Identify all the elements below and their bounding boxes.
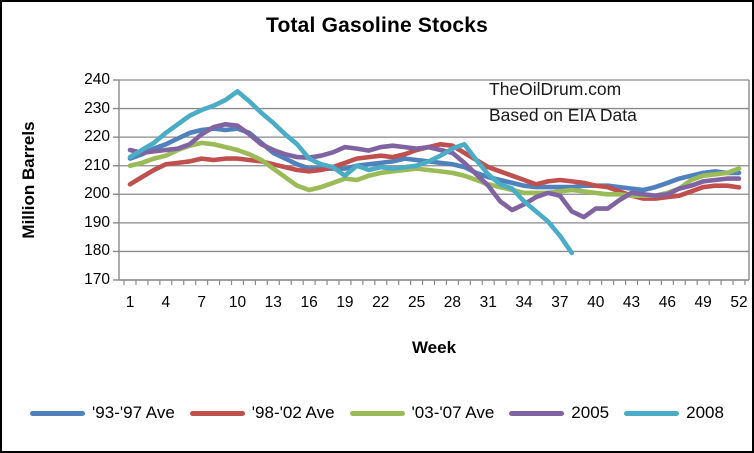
- y-tick-label: 210: [84, 156, 110, 174]
- x-tick-label: 16: [300, 294, 318, 311]
- legend-label: '98-'02 Ave: [251, 403, 335, 422]
- series-line-2008: [127, 89, 575, 256]
- x-tick-label: 46: [658, 294, 676, 311]
- legend-swatch-2008: [624, 410, 680, 416]
- x-axis-title: Week: [411, 338, 457, 357]
- x-tick-label: 19: [336, 294, 354, 311]
- legend-item-98-02-ave: '98-'02 Ave: [189, 403, 335, 423]
- x-tick-label: 49: [694, 294, 712, 311]
- legend-swatch-2005: [509, 410, 565, 416]
- y-tick-label: 240: [84, 71, 110, 88]
- watermark-line-1: TheOilDrum.com: [489, 79, 622, 99]
- x-tick-label: 1: [125, 294, 135, 311]
- x-tick-label: 22: [372, 294, 390, 311]
- x-tick-label: 25: [407, 294, 426, 311]
- legend-item-2005: 2005: [509, 403, 609, 423]
- y-tick-label: 200: [84, 185, 110, 203]
- x-tick-label: 37: [551, 294, 569, 311]
- legend-label: 2005: [571, 403, 610, 422]
- legend-item-03-07-ave: '03-'07 Ave: [349, 403, 495, 423]
- x-tick-label: 31: [479, 294, 497, 311]
- series-line-93-97-ave: [127, 126, 742, 193]
- y-tick-label: 180: [84, 242, 110, 260]
- x-tick-label: 40: [587, 294, 605, 311]
- legend-swatch-03-07-ave: [349, 410, 405, 416]
- legend-swatch-93-97-ave: [30, 410, 86, 416]
- x-tick-label: 13: [264, 294, 282, 311]
- x-tick-label: 43: [622, 294, 641, 311]
- legend-item-2008: 2008: [624, 403, 724, 423]
- legend-label: '93-'97 Ave: [92, 403, 175, 422]
- y-tick-label: 220: [84, 128, 110, 146]
- watermark-line-2: Based on EIA Data: [489, 105, 637, 125]
- chart-title: Total Gasoline Stocks: [265, 14, 489, 37]
- watermark: TheOilDrum.com Based on EIA Data: [489, 76, 637, 128]
- legend-swatch-98-02-ave: [189, 410, 245, 416]
- y-tick-label: 230: [84, 99, 110, 117]
- legend-label: '03-'07 Ave: [411, 403, 495, 422]
- x-tick-label: 34: [515, 294, 533, 311]
- x-tick-label: 4: [161, 294, 171, 311]
- legend: '93-'97 Ave '98-'02 Ave '03-'07 Ave 2005 200…: [2, 403, 752, 423]
- x-tick-label: 10: [228, 294, 247, 311]
- y-tick-label: 170: [84, 271, 110, 288]
- x-tick-label: 7: [197, 294, 206, 311]
- x-tick-label: 52: [730, 294, 748, 311]
- y-tick-label: 190: [84, 213, 110, 231]
- series-line-2005: [127, 122, 742, 220]
- legend-item-93-97-ave: '93-'97 Ave: [30, 403, 175, 423]
- legend-label: 2008: [686, 403, 724, 422]
- x-tick-label: 28: [443, 294, 462, 311]
